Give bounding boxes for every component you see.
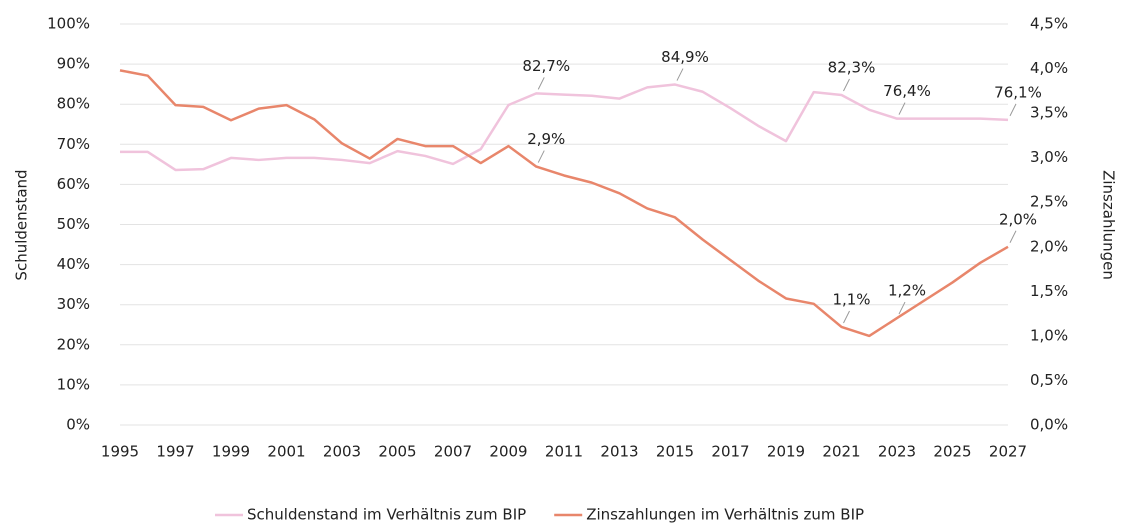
leader-line xyxy=(676,68,684,81)
y2-tick-label: 4,5% xyxy=(1030,15,1068,33)
y-tick-label: 10% xyxy=(57,375,90,393)
y-axis-title: Schuldenstand xyxy=(13,169,31,280)
x-tick-label: 2015 xyxy=(656,443,694,461)
y-tick-label: 70% xyxy=(57,135,90,153)
x-tick-label: 1999 xyxy=(212,443,250,461)
y2-tick-label: 1,5% xyxy=(1030,282,1068,300)
y2-tick-label: 0,5% xyxy=(1030,371,1068,389)
legend-label: Zinszahlungen im Verhältnis zum BIP xyxy=(586,506,864,523)
leader-line xyxy=(1009,103,1017,117)
x-tick-label: 2019 xyxy=(767,443,805,461)
y-tick-label: 90% xyxy=(57,55,90,73)
y2-tick-label: 2,0% xyxy=(1030,237,1068,255)
leader-line xyxy=(1009,230,1017,244)
y-tick-label: 30% xyxy=(57,295,90,313)
y2-tick-label: 4,0% xyxy=(1030,59,1068,77)
data-label: 82,7% xyxy=(522,57,570,75)
data-label: 82,3% xyxy=(828,58,876,76)
leader-line xyxy=(843,310,850,324)
y2-axis-title: Zinszahlungen xyxy=(1100,170,1118,280)
leader-line xyxy=(898,301,906,315)
x-tick-label: 2011 xyxy=(545,443,583,461)
data-label: 2,9% xyxy=(527,130,565,148)
y2-tick-label: 1,0% xyxy=(1030,326,1068,344)
x-tick-label: 2023 xyxy=(878,443,916,461)
y2-tick-label: 3,5% xyxy=(1030,104,1068,122)
leader-line xyxy=(537,77,545,90)
x-tick-label: 2009 xyxy=(489,443,527,461)
x-tick-label: 2027 xyxy=(989,443,1027,461)
x-tick-label: 2017 xyxy=(711,443,749,461)
x-tick-label: 2007 xyxy=(434,443,472,461)
y2-tick-label: 0,0% xyxy=(1030,416,1068,434)
y-tick-label: 60% xyxy=(57,175,90,193)
x-tick-label: 2005 xyxy=(378,443,416,461)
data-label: 1,2% xyxy=(888,282,926,300)
y-tick-label: 20% xyxy=(57,335,90,353)
data-label: 2,0% xyxy=(999,210,1037,228)
leader-line xyxy=(898,102,906,115)
x-tick-label: 2003 xyxy=(323,443,361,461)
y-tick-label: 100% xyxy=(47,15,90,33)
y2-tick-label: 3,0% xyxy=(1030,148,1068,166)
series-line xyxy=(120,83,1009,172)
y-tick-label: 0% xyxy=(66,416,90,434)
data-label: 76,1% xyxy=(994,83,1042,101)
data-label: 84,9% xyxy=(661,48,709,66)
y2-tick-label: 2,5% xyxy=(1030,193,1068,211)
x-tick-label: 2001 xyxy=(267,443,305,461)
legend-label: Schuldenstand im Verhältnis zum BIP xyxy=(247,506,526,523)
x-tick-label: 2013 xyxy=(600,443,638,461)
data-label: 1,1% xyxy=(832,290,870,308)
x-tick-label: 2025 xyxy=(933,443,971,461)
y-tick-label: 80% xyxy=(57,95,90,113)
series-line xyxy=(119,69,1009,338)
x-tick-label: 1997 xyxy=(156,443,194,461)
x-tick-label: 2021 xyxy=(822,443,860,461)
leader-line xyxy=(537,150,545,163)
leader-line xyxy=(843,78,850,92)
y-tick-label: 40% xyxy=(57,255,90,273)
y-tick-label: 50% xyxy=(57,215,90,233)
x-tick-label: 1995 xyxy=(101,443,139,461)
data-label: 76,4% xyxy=(883,82,931,100)
